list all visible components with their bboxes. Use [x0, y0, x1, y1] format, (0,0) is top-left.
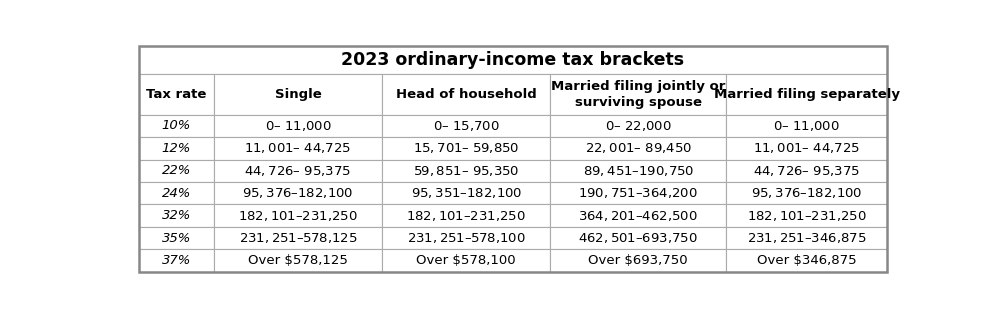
Text: $ 15,701 – $ 59,850: $ 15,701 – $ 59,850 — [413, 141, 520, 155]
Bar — [726, 137, 887, 159]
Bar — [726, 204, 887, 227]
Text: 35%: 35% — [162, 232, 191, 245]
Bar — [382, 182, 551, 204]
Bar — [551, 115, 726, 137]
Bar — [726, 159, 887, 182]
Text: $231,251 – $578,125: $231,251 – $578,125 — [238, 231, 357, 245]
Text: $182,101 – $231,250: $182,101 – $231,250 — [747, 209, 867, 223]
Text: Over $693,750: Over $693,750 — [589, 254, 688, 267]
Bar — [382, 227, 551, 249]
Text: $231,251 – $578,100: $231,251 – $578,100 — [406, 231, 526, 245]
Bar — [726, 74, 887, 115]
Bar — [214, 182, 382, 204]
Bar — [551, 74, 726, 115]
Text: $182,101 – $231,250: $182,101 – $231,250 — [238, 209, 358, 223]
Text: $ 11,001 – $ 44,725: $ 11,001 – $ 44,725 — [753, 141, 860, 155]
Text: 10%: 10% — [162, 119, 191, 132]
Text: $462,501 – $693,750: $462,501 – $693,750 — [579, 231, 699, 245]
Bar — [214, 137, 382, 159]
Bar — [214, 74, 382, 115]
Text: 24%: 24% — [162, 187, 191, 200]
Bar — [551, 204, 726, 227]
Text: Over $346,875: Over $346,875 — [757, 254, 856, 267]
Text: $ 22,001 – $ 89,450: $ 22,001 – $ 89,450 — [585, 141, 692, 155]
Bar — [139, 249, 214, 272]
Text: $364,201 – $462,500: $364,201 – $462,500 — [579, 209, 699, 223]
Bar — [139, 46, 887, 74]
Bar — [214, 227, 382, 249]
Text: Married filing jointly or
surviving spouse: Married filing jointly or surviving spou… — [552, 80, 726, 109]
Bar — [382, 137, 551, 159]
Bar — [139, 227, 214, 249]
Text: 22%: 22% — [162, 164, 191, 177]
Text: Tax rate: Tax rate — [146, 88, 206, 101]
Bar — [726, 182, 887, 204]
Text: 2023 ordinary-income tax brackets: 2023 ordinary-income tax brackets — [341, 51, 685, 69]
Bar — [139, 115, 214, 137]
Text: $ 59,851 – $ 95,350: $ 59,851 – $ 95,350 — [413, 164, 520, 178]
Text: $ 44,726 – $ 95,375: $ 44,726 – $ 95,375 — [753, 164, 860, 178]
Bar — [382, 204, 551, 227]
Text: Single: Single — [274, 88, 321, 101]
Bar — [551, 227, 726, 249]
Bar — [139, 182, 214, 204]
Text: Over $578,100: Over $578,100 — [416, 254, 517, 267]
Bar — [382, 74, 551, 115]
Bar — [382, 249, 551, 272]
Text: $ 44,726 – $ 95,375: $ 44,726 – $ 95,375 — [244, 164, 351, 178]
Text: $ 95,376 – $182,100: $ 95,376 – $182,100 — [751, 186, 862, 200]
Bar — [139, 204, 214, 227]
Text: $ 95,351 – $182,100: $ 95,351 – $182,100 — [410, 186, 522, 200]
Bar — [139, 159, 214, 182]
Text: $231,251 – $346,875: $231,251 – $346,875 — [747, 231, 867, 245]
Bar — [214, 115, 382, 137]
Bar — [139, 137, 214, 159]
Bar — [382, 159, 551, 182]
Text: Married filing separately: Married filing separately — [714, 88, 900, 101]
Text: $        0 – $ 15,700: $ 0 – $ 15,700 — [432, 119, 499, 133]
Text: Over $578,125: Over $578,125 — [248, 254, 348, 267]
Bar — [551, 137, 726, 159]
Bar — [139, 74, 214, 115]
Bar — [726, 249, 887, 272]
Text: $ 95,376 – $182,100: $ 95,376 – $182,100 — [242, 186, 353, 200]
Text: 12%: 12% — [162, 142, 191, 155]
Bar — [551, 182, 726, 204]
Bar — [214, 249, 382, 272]
Bar — [551, 249, 726, 272]
Text: $182,101 – $231,250: $182,101 – $231,250 — [406, 209, 527, 223]
Text: 37%: 37% — [162, 254, 191, 267]
Text: $ 11,001 – $ 44,725: $ 11,001 – $ 44,725 — [244, 141, 351, 155]
Text: $ 89,451 – $190,750: $ 89,451 – $190,750 — [583, 164, 694, 178]
Text: 32%: 32% — [162, 209, 191, 222]
Bar — [214, 159, 382, 182]
Text: $        0 – $ 11,000: $ 0 – $ 11,000 — [773, 119, 840, 133]
Bar — [382, 115, 551, 137]
Bar — [551, 159, 726, 182]
Bar — [214, 204, 382, 227]
Text: $190,751 – $364,200: $190,751 – $364,200 — [579, 186, 699, 200]
Bar — [726, 227, 887, 249]
Text: $        0 – $ 11,000: $ 0 – $ 11,000 — [264, 119, 331, 133]
Text: Head of household: Head of household — [396, 88, 537, 101]
Text: $        0 – $ 22,000: $ 0 – $ 22,000 — [605, 119, 672, 133]
Bar — [726, 115, 887, 137]
